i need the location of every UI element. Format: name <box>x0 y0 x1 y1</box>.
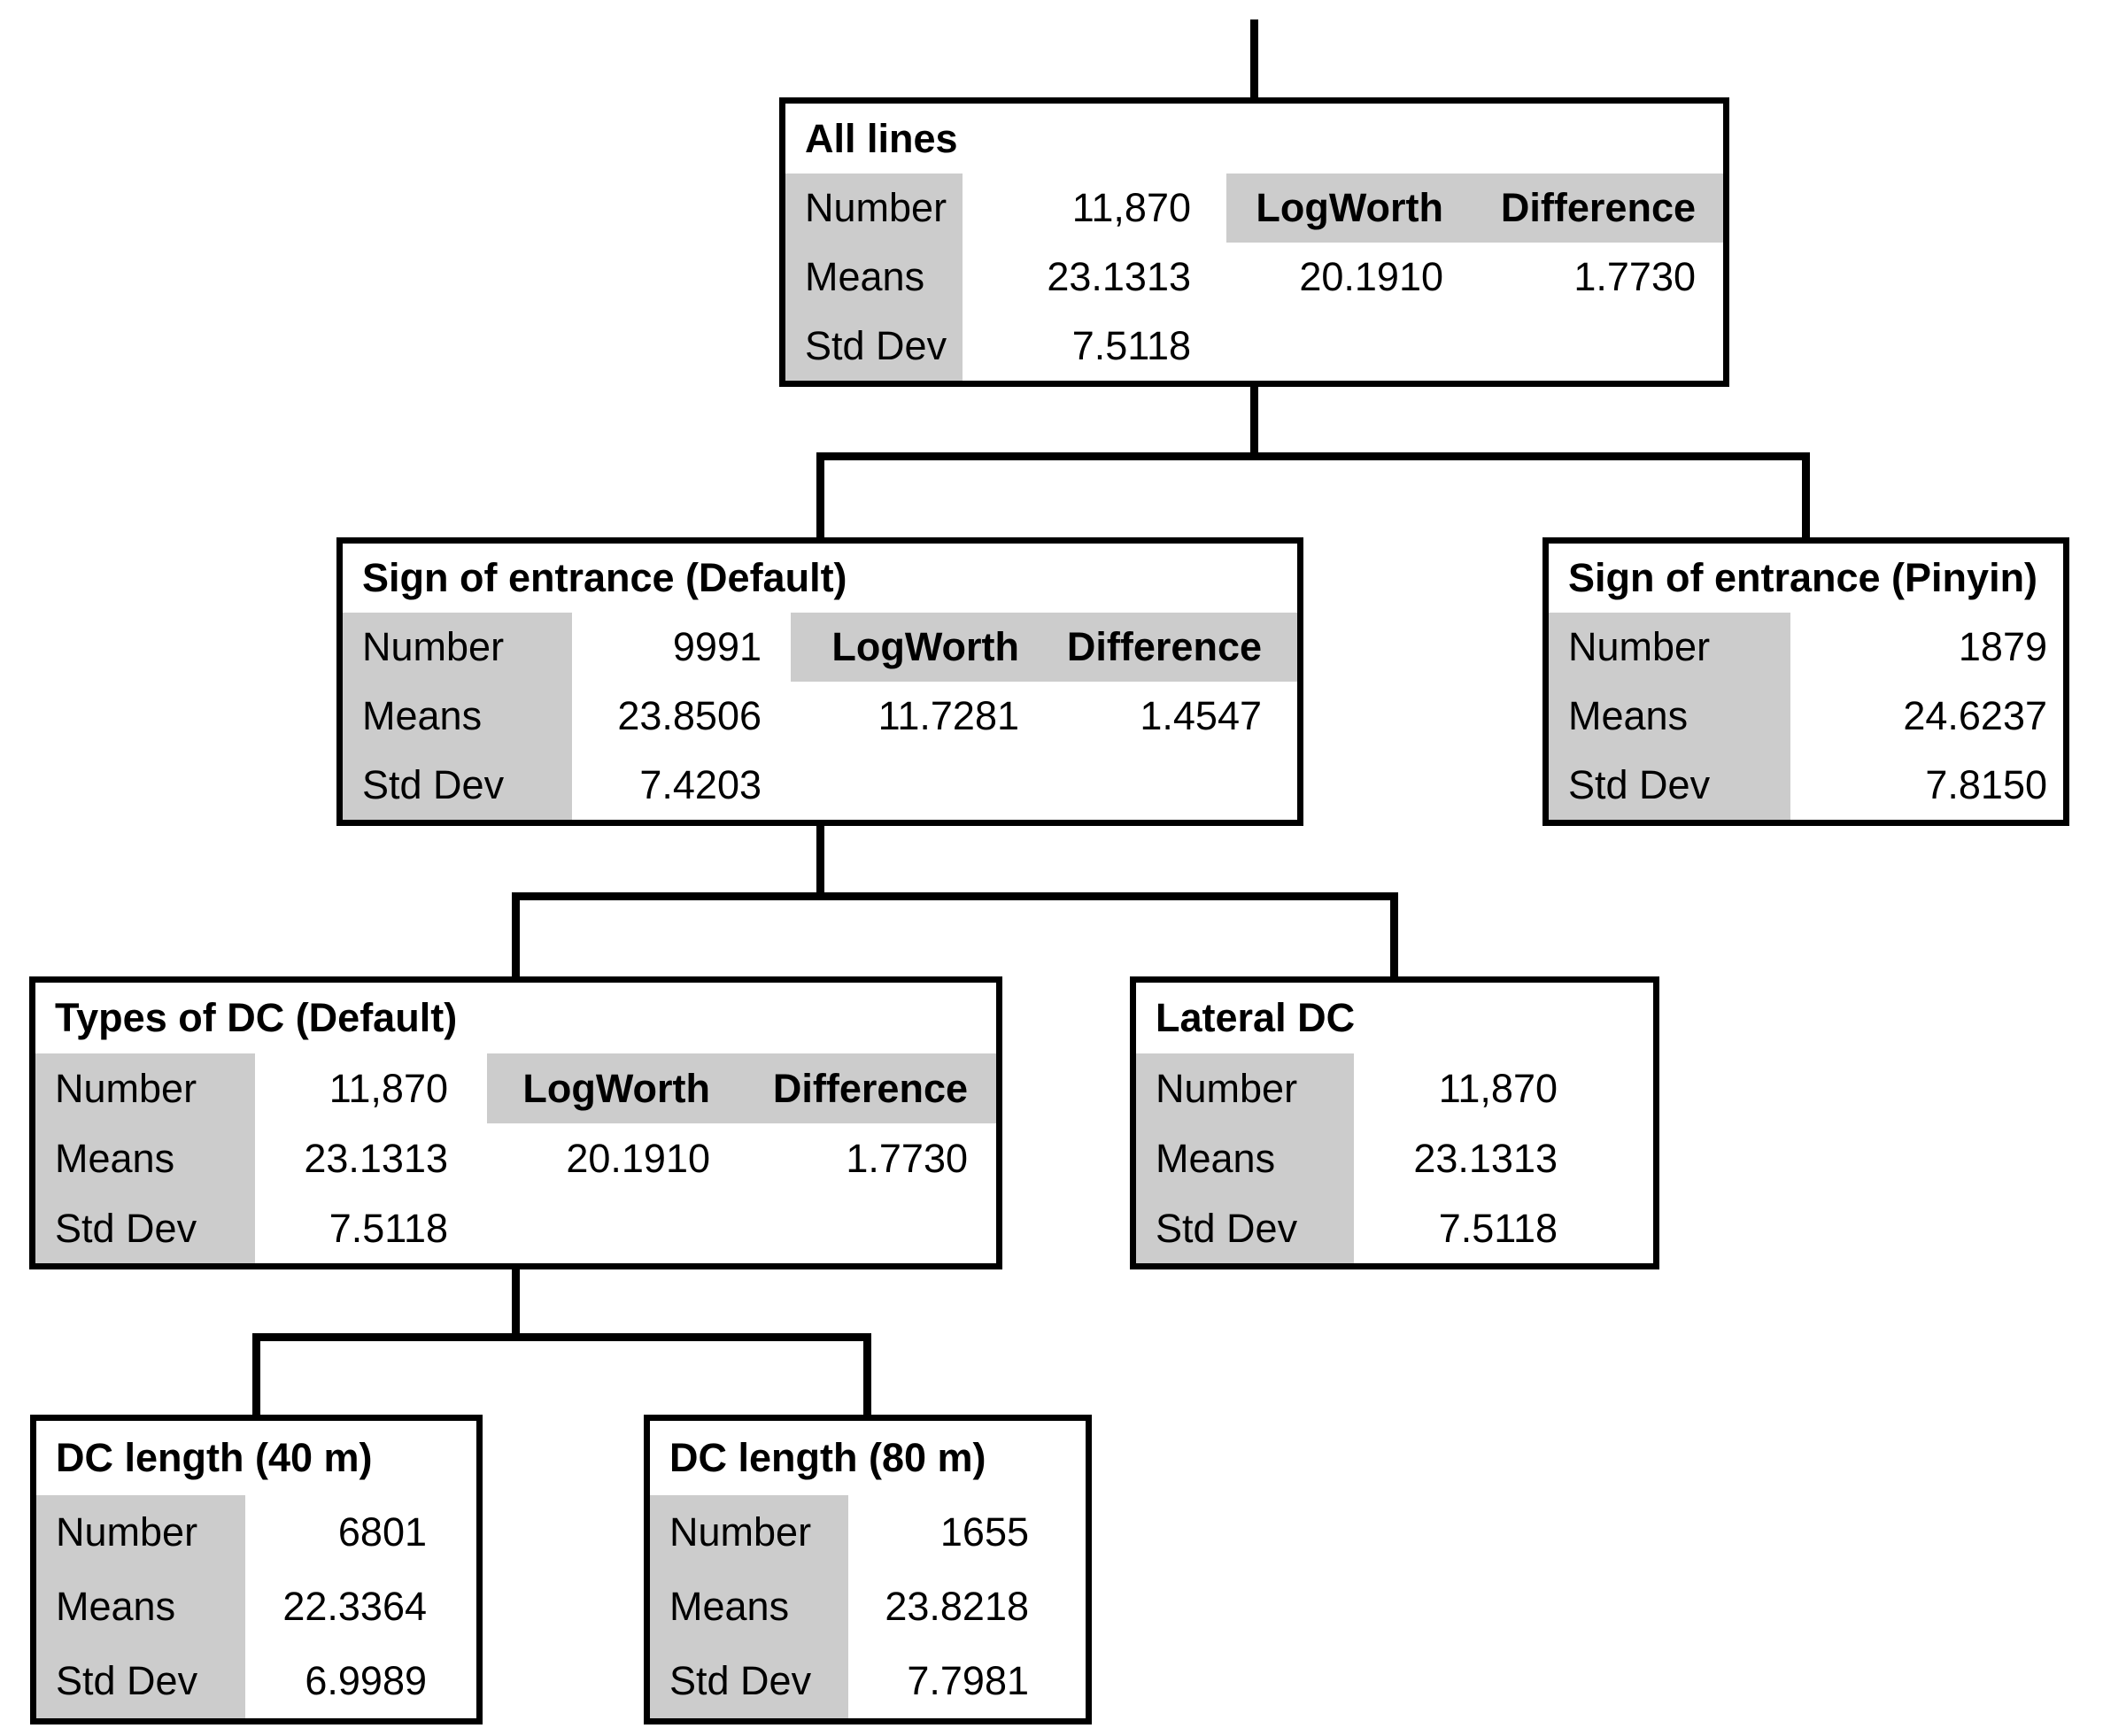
stat-label-std-dev: Std Dev <box>56 1658 198 1703</box>
connector-l2-right <box>1390 892 1398 976</box>
label-column-shade <box>1136 1053 1354 1263</box>
stat-label-means: Means <box>669 1584 790 1629</box>
stat-label-std-dev: Std Dev <box>669 1658 812 1703</box>
node-sign-entrance-default: Sign of entrance (Default) Number 9991 L… <box>336 537 1303 826</box>
stat-label-means: Means <box>55 1136 175 1181</box>
stat-label-number: Number <box>1568 624 1711 669</box>
node-all-lines: All lines Number 11,870 LogWorth Differe… <box>779 97 1729 387</box>
logworth-header-shade <box>487 1053 996 1123</box>
connector-l1-left <box>816 452 824 537</box>
connector-l2-span <box>512 892 1398 900</box>
stat-value-std-dev: 6.9989 <box>305 1658 427 1703</box>
stat-value-number: 1655 <box>939 1509 1029 1555</box>
node-title: DC length (40 m) <box>56 1435 373 1480</box>
node-types-of-dc-default: Types of DC (Default) Number 11,870 LogW… <box>29 976 1002 1269</box>
label-column-shade <box>785 174 963 381</box>
node-title: Sign of entrance (Default) <box>362 555 847 600</box>
node-title: Sign of entrance (Pinyin) <box>1568 555 2038 600</box>
stat-value-means: 22.3364 <box>282 1584 427 1629</box>
stat-value-means: 23.1313 <box>1047 254 1191 299</box>
connector-l2-drop <box>816 820 824 899</box>
logworth-header: LogWorth <box>1256 185 1443 230</box>
stat-value-std-dev: 7.5118 <box>1438 1206 1558 1251</box>
logworth-header-shade <box>791 613 1297 682</box>
difference-header: Difference <box>1066 624 1262 669</box>
stat-value-std-dev: 7.5118 <box>329 1206 448 1251</box>
stat-value-std-dev: 7.7981 <box>907 1658 1029 1703</box>
difference-header: Difference <box>772 1066 968 1111</box>
stat-label-std-dev: Std Dev <box>362 762 505 807</box>
stat-label-number: Number <box>669 1509 812 1555</box>
stat-value-number: 1879 <box>1958 624 2047 669</box>
connector-l1-span <box>816 452 1810 460</box>
stat-value-difference: 1.7730 <box>846 1136 968 1181</box>
node-dc-length-40m: DC length (40 m) Number 6801 Means 22.33… <box>30 1415 483 1724</box>
node-title: Types of DC (Default) <box>55 995 458 1040</box>
stat-value-number: 6801 <box>337 1509 427 1555</box>
stat-label-number: Number <box>55 1066 197 1111</box>
stat-value-means: 23.8218 <box>885 1584 1029 1629</box>
label-column-shade <box>1549 613 1790 820</box>
stat-value-logworth: 20.1910 <box>566 1136 710 1181</box>
stat-label-std-dev: Std Dev <box>805 323 947 368</box>
connector-root-stub <box>1250 19 1258 97</box>
stat-label-means: Means <box>1568 693 1689 738</box>
logworth-header: LogWorth <box>831 624 1019 669</box>
connector-l1-right <box>1802 452 1810 537</box>
stat-label-means: Means <box>1156 1136 1276 1181</box>
label-column-shade <box>343 613 572 820</box>
stat-label-means: Means <box>805 254 925 299</box>
connector-l2-left <box>512 892 520 976</box>
stat-label-number: Number <box>1156 1066 1298 1111</box>
stat-value-means: 23.1313 <box>304 1136 448 1181</box>
node-title: DC length (80 m) <box>669 1435 986 1480</box>
stat-label-number: Number <box>362 624 505 669</box>
node-sign-entrance-pinyin: Sign of entrance (Pinyin) Number 1879 Me… <box>1542 537 2069 826</box>
stat-label-number: Number <box>56 1509 198 1555</box>
difference-header: Difference <box>1500 185 1696 230</box>
stat-value-means: 24.6237 <box>1903 693 2047 738</box>
stat-value-std-dev: 7.8150 <box>1925 762 2047 807</box>
connector-l3-span <box>252 1333 871 1341</box>
stat-label-means: Means <box>56 1584 176 1629</box>
stat-value-std-dev: 7.4203 <box>639 762 762 807</box>
stat-value-logworth: 11.7281 <box>878 693 1019 738</box>
stat-label-number: Number <box>805 185 947 230</box>
connector-l3-drop <box>512 1266 520 1341</box>
logworth-header: LogWorth <box>522 1066 710 1111</box>
stat-value-means: 23.8506 <box>617 693 762 738</box>
stat-value-means: 23.1313 <box>1413 1136 1558 1181</box>
node-title: All lines <box>805 116 958 161</box>
label-column-shade <box>35 1053 255 1263</box>
stat-value-logworth: 20.1910 <box>1299 254 1443 299</box>
stat-value-difference: 1.7730 <box>1573 254 1696 299</box>
connector-l1-drop <box>1250 381 1258 460</box>
stat-label-std-dev: Std Dev <box>1568 762 1711 807</box>
node-dc-length-80m: DC length (80 m) Number 1655 Means 23.82… <box>644 1415 1092 1724</box>
stat-value-number: 11,870 <box>329 1066 448 1111</box>
stat-label-std-dev: Std Dev <box>55 1206 197 1251</box>
stat-label-std-dev: Std Dev <box>1156 1206 1298 1251</box>
stat-value-difference: 1.4547 <box>1140 693 1262 738</box>
node-lateral-dc: Lateral DC Number 11,870 Means 23.1313 S… <box>1130 976 1659 1269</box>
node-title: Lateral DC <box>1156 995 1356 1040</box>
connector-l3-left <box>252 1333 260 1415</box>
logworth-header-shade <box>1226 174 1723 243</box>
stat-label-means: Means <box>362 693 483 738</box>
label-column-shade <box>650 1495 848 1718</box>
connector-l3-right <box>863 1333 871 1415</box>
stat-value-number: 11,870 <box>1438 1066 1558 1111</box>
stat-value-number: 11,870 <box>1071 185 1191 230</box>
stat-value-std-dev: 7.5118 <box>1071 323 1191 368</box>
label-column-shade <box>36 1495 245 1718</box>
stat-value-number: 9991 <box>672 624 762 669</box>
